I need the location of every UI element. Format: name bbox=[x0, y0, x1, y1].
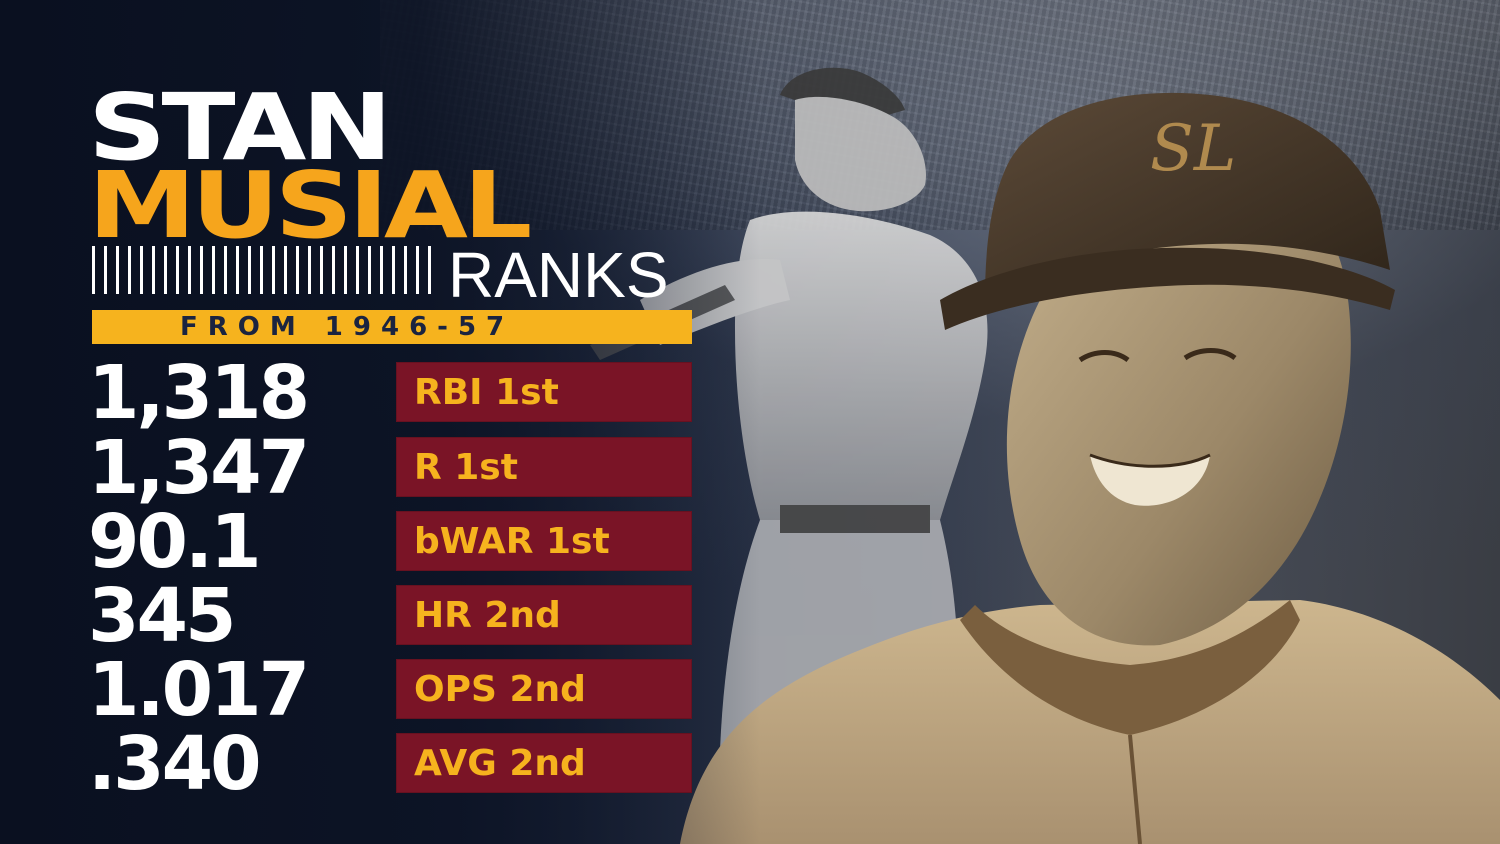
stat-label-box: R 1st bbox=[396, 437, 692, 497]
stat-label-box: RBI 1st bbox=[396, 362, 692, 422]
smiling-player-portrait: SL bbox=[680, 92, 1500, 844]
period-banner: FROM 1946-57 bbox=[92, 310, 692, 344]
stat-row: 1.017 OPS 2nd bbox=[88, 653, 693, 727]
stat-label-box: HR 2nd bbox=[396, 585, 692, 645]
stat-value: 90.1 bbox=[88, 499, 262, 585]
stat-row: 1,347 R 1st bbox=[88, 431, 693, 505]
player-last-name: MUSIAL bbox=[88, 152, 532, 259]
stat-row: 345 HR 2nd bbox=[88, 579, 693, 653]
stat-label: R 1st bbox=[414, 447, 518, 488]
stat-label: OPS 2nd bbox=[414, 669, 586, 710]
stat-row: .340 AVG 2nd bbox=[88, 727, 693, 801]
ranks-word: RANKS bbox=[448, 239, 669, 311]
stat-label-box: bWAR 1st bbox=[396, 511, 692, 571]
decorative-vertical-bars bbox=[92, 246, 437, 294]
stat-value: 1,318 bbox=[88, 350, 310, 436]
period-text: FROM 1946-57 bbox=[180, 312, 515, 342]
stat-label: RBI 1st bbox=[414, 372, 559, 413]
stat-label-box: AVG 2nd bbox=[396, 733, 692, 793]
stat-label-box: OPS 2nd bbox=[396, 659, 692, 719]
stat-value: 1,347 bbox=[88, 425, 310, 511]
stat-label: AVG 2nd bbox=[414, 743, 586, 784]
stat-row: 1,318 RBI 1st bbox=[88, 356, 693, 430]
stat-value: .340 bbox=[88, 721, 262, 807]
stat-value: 345 bbox=[88, 573, 236, 659]
stat-label: HR 2nd bbox=[414, 595, 561, 636]
ranks-heading: RANKS bbox=[92, 239, 692, 311]
stat-value: 1.017 bbox=[88, 647, 310, 733]
stat-label: bWAR 1st bbox=[414, 521, 610, 562]
svg-text:SL: SL bbox=[1150, 112, 1236, 186]
player-first-name: STAN bbox=[88, 74, 393, 181]
stat-row: 90.1 bWAR 1st bbox=[88, 505, 693, 579]
